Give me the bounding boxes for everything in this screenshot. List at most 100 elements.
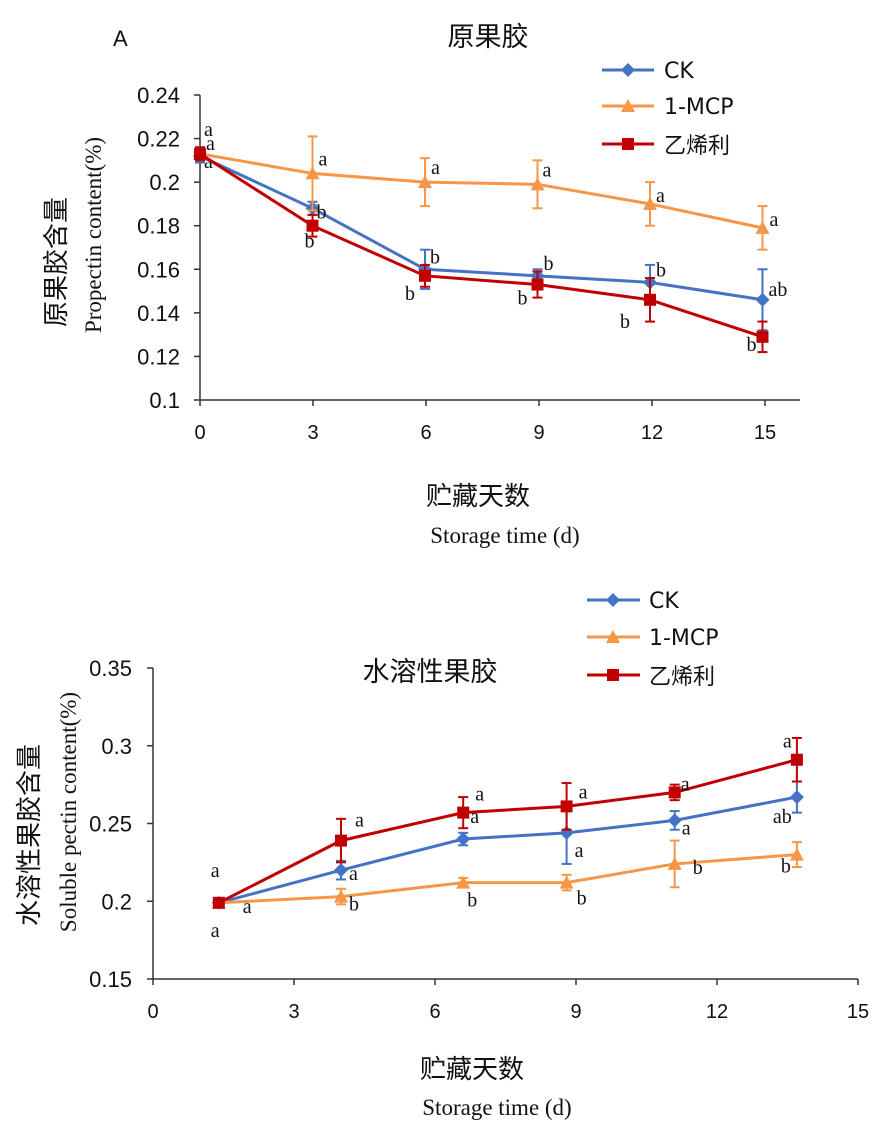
chart-a-ytick-label: 0.12 [137,344,180,369]
chart-a-ytick-label: 0.24 [137,83,180,108]
chart-b-legend-ck: CK [587,589,679,614]
chart-b-xtick-label: 0 [147,1001,158,1023]
chart-a-sig-letter-ck: b [544,253,554,275]
chart-a-legend-ck: CK [602,59,694,84]
chart-a-axes: 0.1 0.12 0.14 0.16 0.18 0.2 0.22 0.24 0 3 6 9 12 15 [137,83,800,444]
chart-b-xlabel-en: Storage time (d) [422,1095,571,1120]
chart-a-ytick-label: 0.14 [137,301,180,326]
chart-a-sig-letter-1mcp: a [319,148,328,170]
chart-b-sig-letter-ck: ab [773,806,792,828]
chart-a-sig-letter-ethephon: b [405,283,415,305]
chart-a-sig-letter-1mcp: a [431,157,440,179]
chart-a-title: 原果胶 [448,22,529,52]
chart-b-point-ethephon [457,806,470,819]
chart-a-legend-ethephon: 乙烯利 [602,134,730,159]
chart-a-xtick-label: 9 [533,422,544,444]
chart-b-point-ethephon [212,896,225,909]
chart-b-title: 水溶性果胶 [363,657,498,687]
chart-b-axes: 0.15 0.2 0.25 0.3 0.35 0 3 6 9 12 15 [89,656,869,1023]
chart-b-point-ethephon [560,800,573,813]
chart-b-sig-letter-ck: a [470,806,479,828]
chart-a: A 原果胶 CK 1-MCP 乙烯利 原果胶含量 Propectin conte… [41,22,800,548]
chart-a-sig-letter-ethephon: b [620,311,630,333]
chart-a-xtick-label: 3 [307,422,318,444]
chart-b-point-ck [789,790,804,805]
chart-a-ytick-label: 0.18 [137,214,180,239]
chart-b-ytick-label: 0.2 [101,889,132,914]
chart-b-ylabel-en: Soluble pectin content(%) [56,692,81,932]
chart-b-sig-letter-ethephon: a [783,731,792,753]
chart-b-sig-letter-ethephon: a [579,781,588,803]
chart-a-legend-ethephon-label: 乙烯利 [664,134,730,159]
chart-a-legend-1mcp-marker [621,99,635,112]
chart-b-xtick-label: 6 [429,1001,440,1023]
chart-a-point-ethephon [756,330,769,343]
chart-a-ytick-label: 0.16 [137,257,180,282]
chart-b-sig-letter-ethephon: a [355,810,364,832]
chart-a-point-ethephon [644,293,656,306]
chart-b-legend-ck-marker [606,593,620,607]
chart-b-point-1mcp [667,856,682,870]
chart-b-legend-1mcp-marker [606,630,620,643]
chart-b-sig-letter-ethephon: a [211,860,220,882]
chart-a-sig-letter-1mcp: a [770,209,779,231]
chart-a-ytick-label: 0.1 [149,388,180,413]
chart-b-line-ck [218,795,798,905]
chart-a-ylabel-en: Propectin content(%) [81,137,106,333]
chart-b-xtick-label: 15 [847,1001,869,1023]
chart-a-xtick-label: 6 [420,422,431,444]
chart-a-legend-ethephon-marker [622,138,634,150]
chart-b-point-ethephon [668,786,681,799]
chart-a-sig-letter-1mcp: a [543,159,552,181]
chart-b-line-1mcp [218,853,798,905]
chart-a-sig-letter-ck: a [204,151,213,173]
chart-b-sig-letter-1mcp: b [577,888,587,910]
chart-a-sig-letter-1mcp: a [206,133,215,155]
chart-b: CK 1-MCP 乙烯利 水溶性果胶 水溶性果胶含量 Soluble pecti… [14,589,869,1120]
chart-b-line-ethephon [218,758,798,905]
chart-b-point-1mcp [559,875,574,889]
chart-a-xtick-label: 15 [754,422,776,444]
chart-b-point-ethephon [335,834,347,847]
chart-b-ytick-label: 0.3 [101,734,132,759]
chart-b-sig-letter-1mcp: b [467,890,477,912]
chart-a-legend-ck-marker [621,63,635,77]
chart-a-line-ethephon [199,152,763,339]
chart-b-series-1mcp: a b b bb b [211,839,804,918]
chart-b-point-ck [667,813,682,828]
chart-a-point-1mcp [418,175,432,189]
chart-a-panel-label: A [113,26,128,51]
chart-a-sig-letter-ck: b [430,246,440,268]
chart-b-ytick-label: 0.25 [89,812,132,837]
chart-b-xtick-label: 9 [570,1001,581,1023]
chart-b-xtick-label: 3 [288,1001,299,1023]
chart-b-sig-letter-ck: a [682,817,691,839]
chart-a-line-1mcp [199,152,763,230]
chart-a-sig-letter-1mcp: a [656,185,665,207]
chart-b-sig-letter-1mcp: b [693,857,703,879]
chart-a-ylabel-cn: 原果胶含量 [41,197,71,327]
chart-a-legend-1mcp-label: 1-MCP [664,95,734,120]
chart-b-point-ck [334,863,348,878]
chart-b-point-1mcp [456,875,471,889]
chart-b-sig-letter-ck: a [575,840,584,862]
chart-a-xlabel-cn: 贮藏天数 [426,481,530,511]
chart-b-xtick-label: 12 [706,1001,728,1023]
chart-a-ytick-label: 0.22 [137,127,180,152]
chart-b-legend-ethephon-label: 乙烯利 [649,665,715,690]
chart-b-sig-letter-ck: a [211,920,220,942]
chart-a-sig-letter-ck: ab [769,279,788,301]
chart-b-ytick-label: 0.15 [89,967,132,992]
chart-a-legend-ck-label: CK [664,59,694,84]
chart-a-sig-letter-ethephon: b [305,231,315,253]
chart-b-legend-ethephon-marker [607,669,619,681]
chart-b-legend-ck-label: CK [649,589,679,614]
chart-a-line-ck [199,154,763,302]
chart-a-point-ethephon [306,219,319,232]
chart-a-xtick-label: 0 [194,422,205,444]
chart-a-legend: CK 1-MCP 乙烯利 [602,59,734,159]
chart-a-sig-letter-ethephon: b [518,288,528,310]
chart-a-xtick-label: 12 [641,422,663,444]
chart-b-point-ck [456,832,471,847]
